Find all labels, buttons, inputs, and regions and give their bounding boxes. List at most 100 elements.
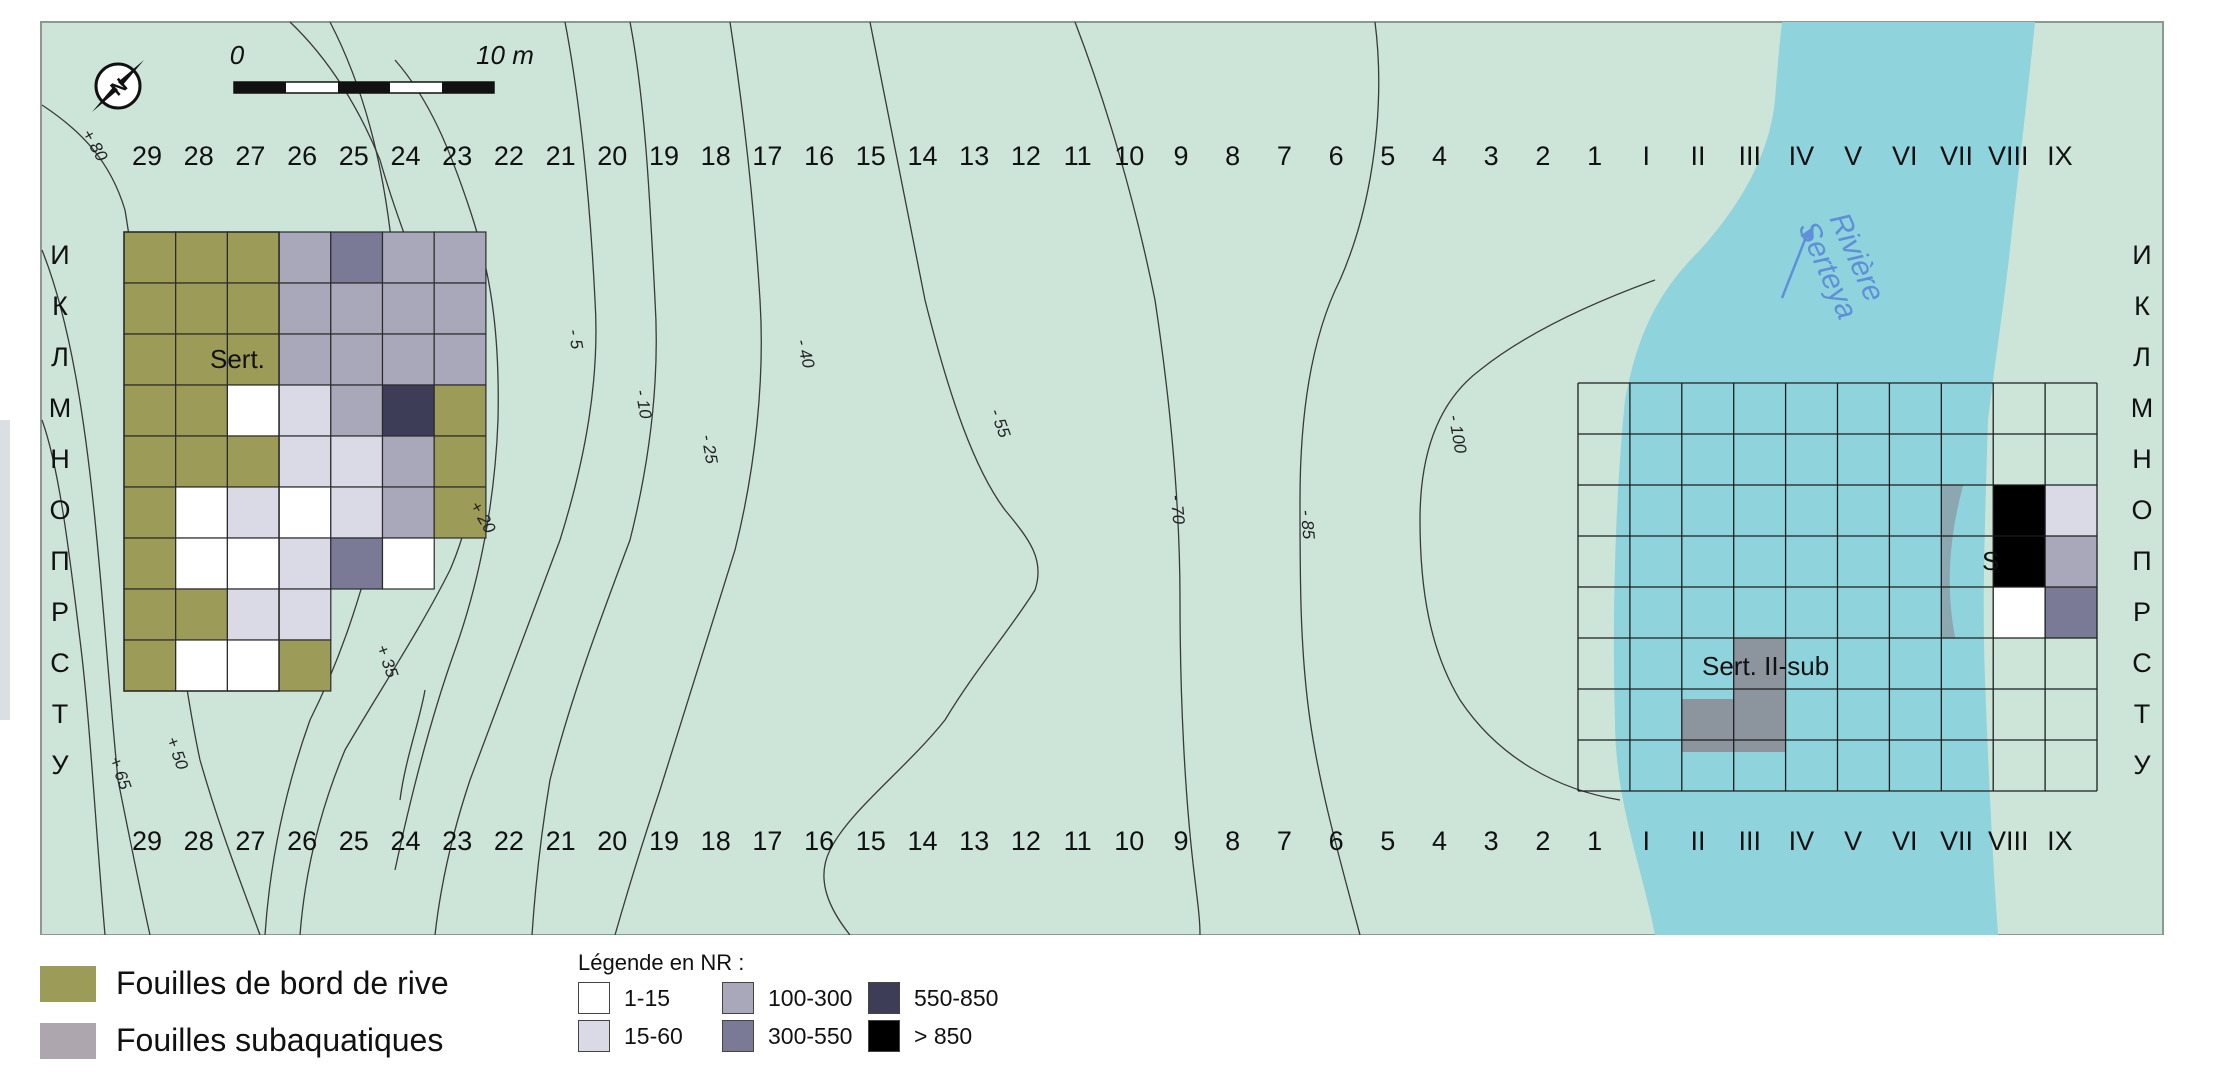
- contour-line: [394, 59, 499, 871]
- grid-column-label: 11: [1064, 826, 1092, 856]
- excavation-cell: [330, 333, 384, 386]
- excavation-cell: [381, 333, 435, 386]
- legend-class-label: 1-15: [624, 984, 671, 1011]
- excavation-cell: [123, 486, 177, 539]
- scale-end-label: 10 m: [476, 40, 534, 70]
- grid-column-label: IV: [1789, 826, 1815, 856]
- excavation-cell: [226, 588, 280, 641]
- grid-column-label: 22: [494, 141, 524, 171]
- excavation-cell: [278, 486, 332, 539]
- grid-row-label: И: [50, 240, 69, 270]
- grid-column-label: 2: [1535, 141, 1550, 171]
- legend-class-swatch: [722, 1020, 754, 1052]
- excavation-cell: [433, 282, 487, 335]
- grid-column-label: 15: [856, 141, 886, 171]
- grid-column-label: 7: [1277, 826, 1292, 856]
- grid-row-label: Т: [52, 699, 69, 729]
- contour-line: [41, 249, 151, 935]
- contour-label: - 10: [632, 388, 656, 421]
- grid-column-label: 26: [287, 826, 317, 856]
- excavation-cell: [123, 333, 177, 386]
- grid-row-label: К: [52, 291, 68, 321]
- excavation-cell: [226, 486, 280, 539]
- excavation-cell: [278, 435, 332, 488]
- grid-column-label: VIII: [1988, 826, 2029, 856]
- grid-column-label: 20: [597, 141, 627, 171]
- legend-sub-swatch: [40, 1022, 96, 1059]
- legend-class-swatch: [868, 982, 900, 1014]
- legend-bank-label: Fouilles de bord de rive: [116, 965, 449, 1001]
- grid-column-label: 8: [1225, 141, 1240, 171]
- excavation-cell: [278, 588, 332, 641]
- grid-column-label: III: [1738, 141, 1761, 171]
- grid-column-label: 11: [1064, 141, 1092, 171]
- grid-column-label: 27: [235, 141, 265, 171]
- grid-column-label: 26: [287, 141, 317, 171]
- grid-row-label: Л: [2133, 342, 2151, 372]
- legend-class-item: 15-60: [578, 1020, 683, 1052]
- grid-column-label: 12: [1011, 826, 1041, 856]
- grid-column-label: 9: [1173, 826, 1188, 856]
- excavation-cell: [123, 537, 177, 590]
- grid-column-label: 25: [339, 826, 369, 856]
- excavation-cell: [278, 282, 332, 335]
- excavation-cell: [278, 333, 332, 386]
- grid-column-label: VI: [1892, 141, 1918, 171]
- grid-column-label: I: [1643, 141, 1651, 171]
- contour-line: [41, 419, 106, 935]
- grid-column-label: 19: [649, 141, 679, 171]
- excavation-cell: [381, 282, 435, 335]
- grid-row-label: Н: [50, 444, 70, 474]
- grid-row-label: М: [49, 393, 72, 423]
- excavation-cell: [433, 435, 487, 488]
- contour-line: [1299, 21, 1380, 935]
- excavation-cell: [226, 435, 280, 488]
- legend: Fouilles de bord de rive Fouilles subaqu…: [0, 935, 2218, 1072]
- grid-row-label: К: [2134, 291, 2150, 321]
- excavation-cell: [226, 384, 280, 437]
- grid-column-label: V: [1844, 141, 1862, 171]
- excavation-cell: [226, 537, 280, 590]
- grid-column-label: 16: [804, 826, 834, 856]
- excavation-cell: [381, 384, 435, 437]
- grid-column-label: 4: [1432, 141, 1447, 171]
- excavation-cell: [2045, 536, 2097, 587]
- excavation-cell: [433, 486, 487, 539]
- grid-column-label: IX: [2047, 141, 2073, 171]
- excavation-cell: [330, 282, 384, 335]
- grid-row-label: Л: [51, 342, 69, 372]
- grid-column-label: 24: [390, 141, 420, 171]
- grid-column-label: V: [1844, 826, 1862, 856]
- grid-column-label: 21: [546, 141, 576, 171]
- grid-column-label: 27: [235, 826, 265, 856]
- grid-column-label: 28: [184, 826, 214, 856]
- grid-row-label: Р: [2133, 597, 2151, 627]
- contour-label: - 5: [564, 328, 586, 351]
- grid-column-label: 6: [1329, 826, 1344, 856]
- excavation-cell: [175, 486, 228, 539]
- excavation-cell: [381, 537, 435, 590]
- contour-label: - 70: [1167, 494, 1189, 525]
- legend-class-swatch: [578, 982, 610, 1014]
- grid-column-label: 17: [752, 141, 782, 171]
- grid-column-label: IX: [2047, 826, 2073, 856]
- excavation-cell: [1993, 587, 2046, 638]
- excavation-cell: [123, 435, 177, 488]
- grid-row-label: У: [51, 750, 69, 780]
- excavation-cell: [278, 384, 332, 437]
- legend-class-swatch: [868, 1020, 900, 1052]
- legend-class-label: > 850: [914, 1022, 973, 1049]
- grid-column-label: 12: [1011, 141, 1041, 171]
- grid-row-label: Т: [2134, 699, 2151, 729]
- excavation-cell: [381, 435, 435, 488]
- grid-column-label: 8: [1225, 826, 1240, 856]
- legend-class-item: 1-15: [578, 982, 670, 1014]
- excavation-cell: [278, 231, 332, 284]
- grid-column-label: 19: [649, 826, 679, 856]
- legend-class-swatch: [722, 982, 754, 1014]
- grid-column-label: VI: [1892, 826, 1918, 856]
- excavation-cell: [381, 486, 435, 539]
- legend-class-swatch: [578, 1020, 610, 1052]
- grid-column-label: 1: [1587, 826, 1602, 856]
- grid-row-label: П: [2132, 546, 2151, 576]
